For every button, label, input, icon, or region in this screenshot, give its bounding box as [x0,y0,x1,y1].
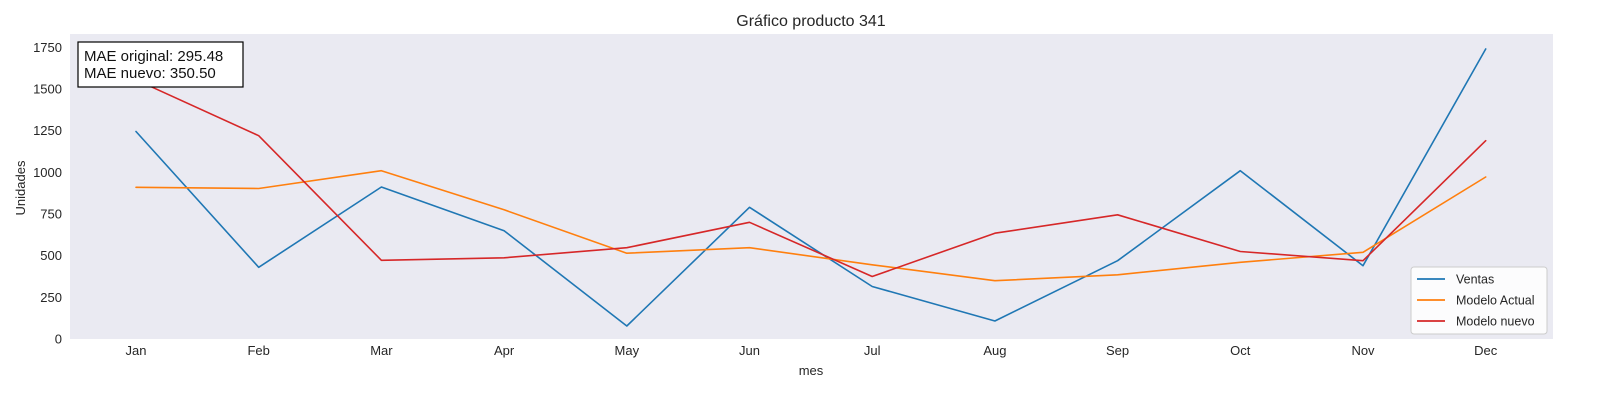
y-tick-label: 750 [40,207,62,222]
y-tick-label: 250 [40,290,62,305]
y-tick-label: 1750 [33,40,62,55]
x-tick-label: Oct [1230,343,1251,358]
x-tick-label: Mar [370,343,393,358]
x-tick-label: Apr [494,343,515,358]
y-tick-label: 1250 [33,123,62,138]
x-tick-label: Dec [1474,343,1498,358]
mae-annotation: MAE original: 295.48 MAE nuevo: 350.50 [77,41,244,88]
legend-box [1410,266,1548,335]
y-tick-label: 500 [40,248,62,263]
series-line-modelo-actual [135,169,1487,282]
y-axis-label: Unidades [13,160,28,215]
y-tick-label: 1500 [33,82,62,97]
y-tick-label: 0 [55,332,62,347]
mae-nuevo-text: MAE nuevo: 350.50 [84,65,216,82]
x-tick-label: Feb [247,343,269,358]
x-tick-label: Jul [864,343,881,358]
mae-original-text: MAE original: 295.48 [84,48,223,65]
series-line-ventas [135,48,1487,327]
series-line-modelo-nuevo [135,79,1487,278]
x-tick-label: May [615,343,640,358]
y-axis: 0 250 500 750 1000 1250 1500 1750 [33,40,62,347]
x-tick-label: Jan [126,343,147,358]
plot-area [70,34,1553,339]
x-axis: Jan Feb Mar Apr May Jun Jul Aug Sep Oct Nov Dec [126,343,1498,358]
x-tick-label: Sep [1106,343,1129,358]
x-tick-label: Aug [983,343,1006,358]
legend-label: Modelo nuevo [1456,315,1535,329]
y-tick-label: 1000 [33,165,62,180]
x-tick-label: Jun [739,343,760,358]
series-lines [135,48,1487,327]
x-tick-label: Nov [1351,343,1375,358]
legend: Ventas Modelo Actual Modelo nuevo [1410,266,1548,335]
chart-title: Gráfico producto 341 [736,13,886,30]
legend-label: Modelo Actual [1456,294,1535,308]
x-axis-label: mes [799,363,824,378]
legend-label: Ventas [1456,273,1494,287]
mae-annotation-box [77,41,244,88]
